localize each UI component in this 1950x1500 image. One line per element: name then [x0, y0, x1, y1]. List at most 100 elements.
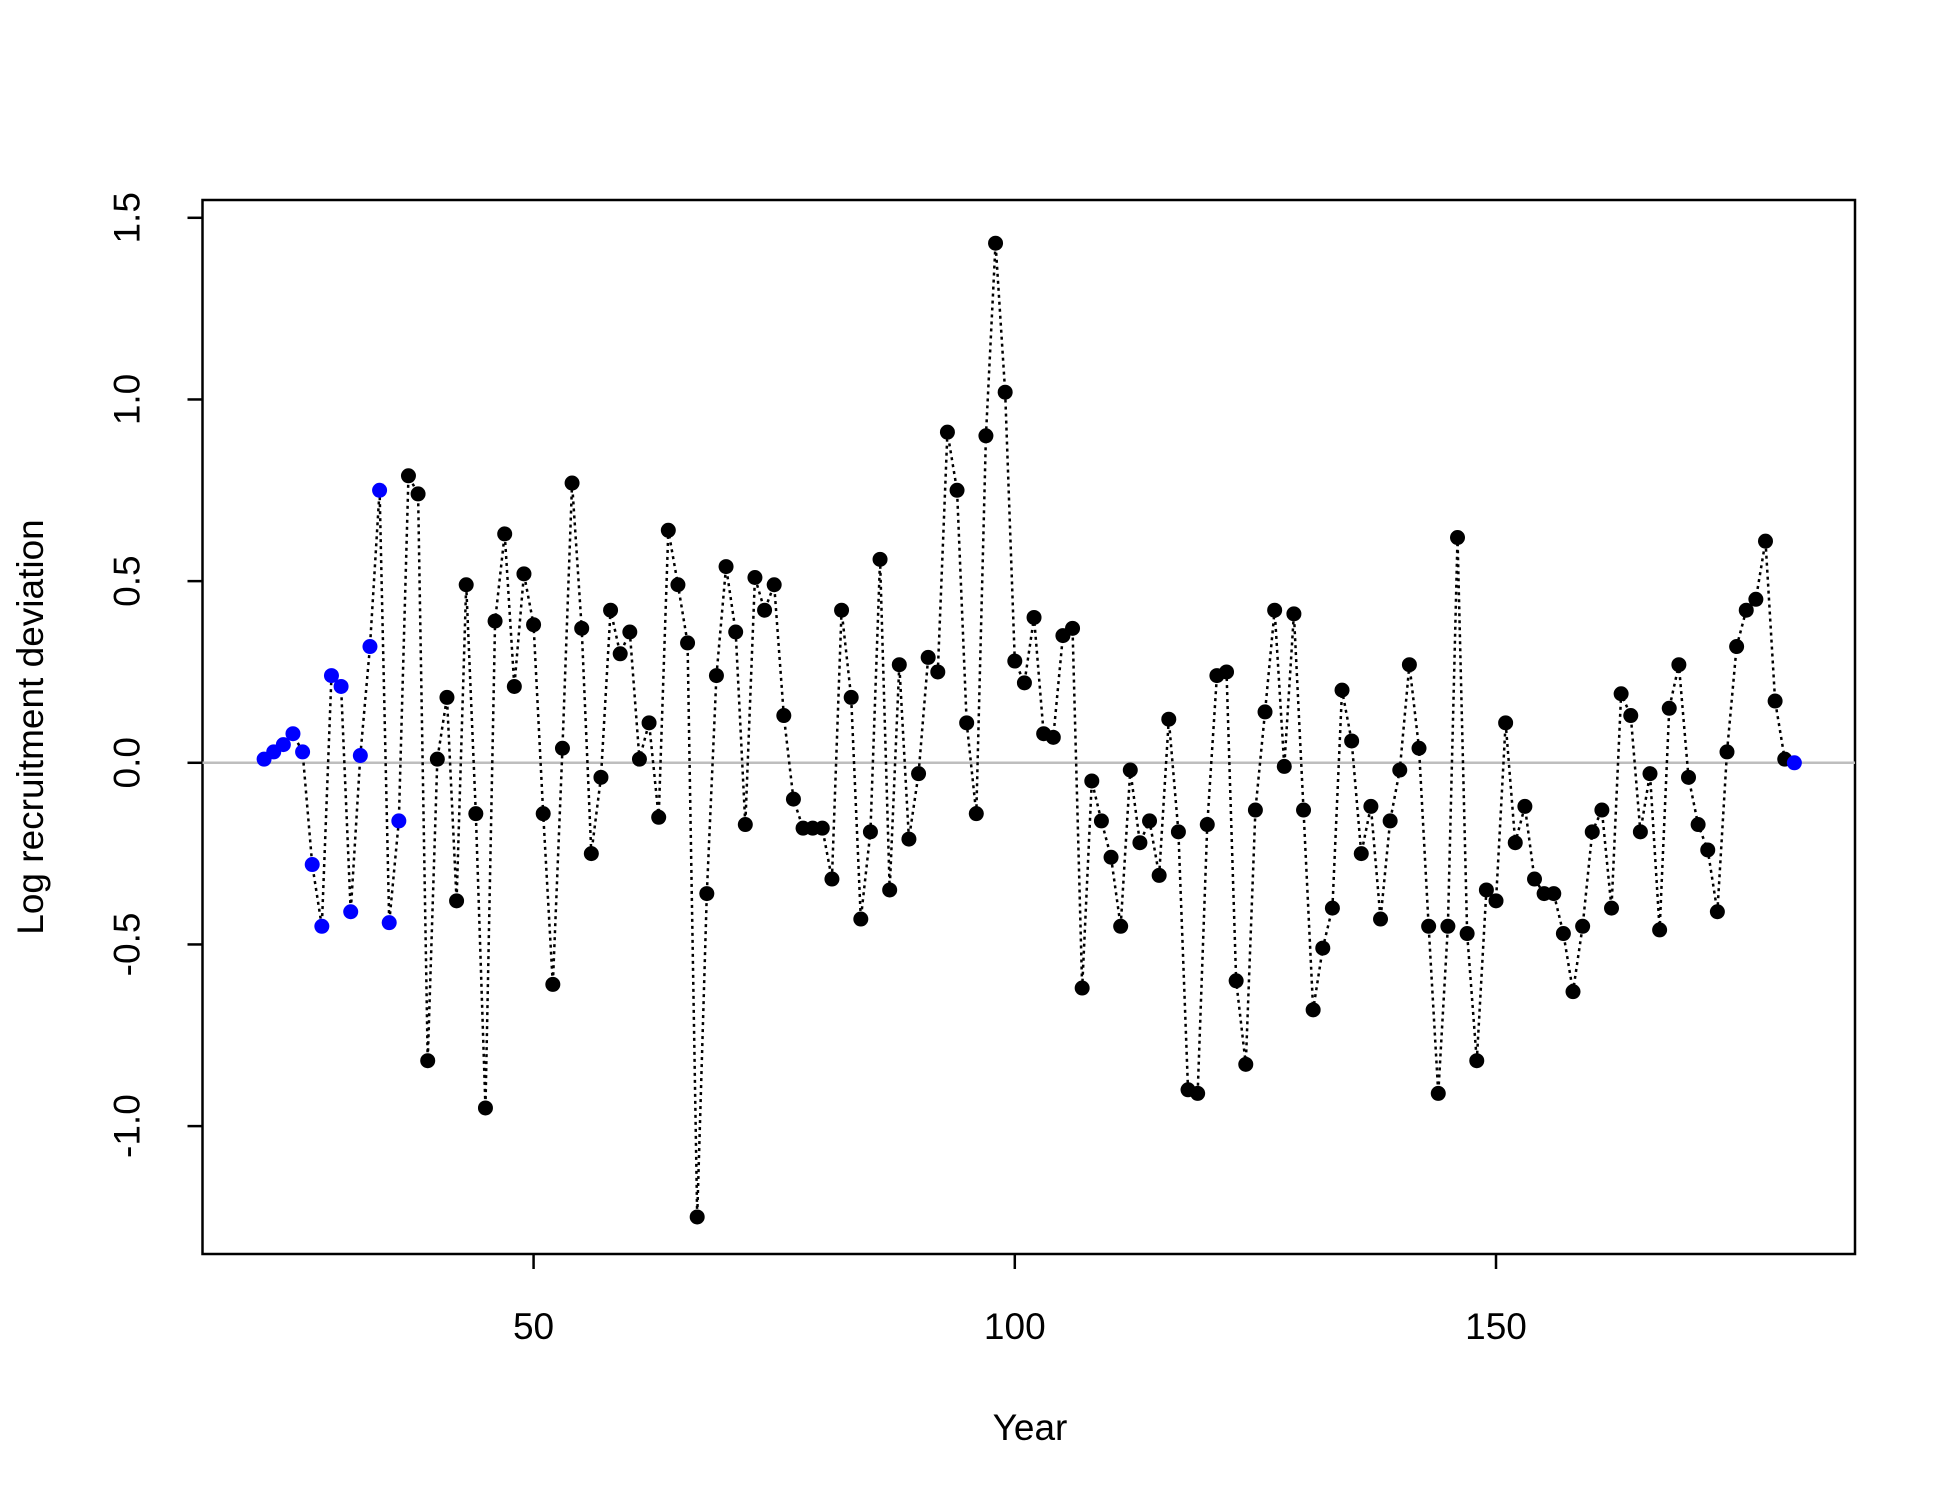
data-point	[1527, 871, 1543, 887]
data-point	[391, 813, 407, 829]
data-point	[1767, 693, 1783, 709]
data-point	[381, 915, 397, 931]
plot-frame	[201, 198, 1857, 1256]
data-point	[477, 1100, 493, 1116]
data-point	[1142, 813, 1158, 829]
data-point	[372, 482, 388, 498]
data-point	[1411, 740, 1427, 756]
data-point	[333, 678, 349, 694]
data-point	[468, 806, 484, 822]
data-point	[1065, 620, 1081, 636]
data-point	[949, 482, 965, 498]
data-point	[1517, 798, 1533, 814]
data-point	[968, 806, 984, 822]
data-point	[959, 715, 975, 731]
data-point	[1469, 1053, 1485, 1069]
data-point	[1382, 813, 1398, 829]
data-point	[766, 577, 782, 593]
data-point	[564, 475, 580, 491]
data-point	[1729, 639, 1745, 655]
data-point	[583, 846, 599, 862]
data-point	[699, 886, 715, 902]
data-point	[535, 806, 551, 822]
data-point	[1709, 904, 1725, 920]
data-point	[1084, 773, 1100, 789]
data-point	[1401, 657, 1417, 673]
data-point	[1786, 755, 1802, 771]
data-point	[612, 646, 628, 662]
data-point	[1199, 817, 1215, 833]
y-tick-label: -0.5	[106, 913, 147, 977]
data-point	[295, 744, 311, 760]
y-tick-label: 1.0	[106, 374, 147, 425]
data-point	[1700, 842, 1716, 858]
x-axis-label: Year	[993, 1407, 1068, 1448]
data-point	[689, 1209, 705, 1225]
data-point	[449, 893, 465, 909]
data-point	[275, 737, 291, 753]
data-point	[1546, 886, 1562, 902]
data-point	[978, 428, 994, 444]
data-point	[314, 918, 330, 934]
data-point	[680, 635, 696, 651]
data-point	[1450, 530, 1466, 546]
data-point	[882, 882, 898, 898]
data-point	[988, 235, 1004, 251]
data-point	[920, 649, 936, 665]
data-point	[834, 602, 850, 618]
data-point	[352, 748, 368, 764]
data-point	[1324, 900, 1340, 916]
data-point	[1247, 802, 1263, 818]
data-point	[911, 766, 927, 782]
data-point	[574, 620, 590, 636]
data-point	[1421, 918, 1437, 934]
data-point	[1074, 980, 1090, 996]
data-point	[1353, 846, 1369, 862]
data-point	[872, 551, 888, 567]
data-point	[603, 602, 619, 618]
data-point	[487, 613, 503, 629]
data-point	[429, 751, 445, 767]
data-point	[1719, 744, 1735, 760]
data-point	[1440, 918, 1456, 934]
data-point	[997, 384, 1013, 400]
data-point	[891, 657, 907, 673]
data-point	[824, 871, 840, 887]
data-point	[554, 740, 570, 756]
data-point	[1161, 711, 1177, 727]
data-point	[1652, 922, 1668, 938]
data-point	[1604, 900, 1620, 916]
data-point	[497, 526, 513, 542]
data-point	[1488, 893, 1504, 909]
data-point	[1661, 700, 1677, 716]
data-point	[728, 624, 744, 640]
data-point	[843, 689, 859, 705]
y-tick-label: 0.5	[106, 555, 147, 606]
data-point	[1623, 708, 1639, 724]
data-point	[1238, 1056, 1254, 1072]
data-point	[747, 569, 763, 585]
data-point	[1392, 762, 1408, 778]
data-point	[1305, 1002, 1321, 1018]
data-point	[1363, 798, 1379, 814]
data-point	[1007, 653, 1023, 669]
data-point	[1565, 984, 1581, 1000]
data-point	[1151, 867, 1167, 883]
data-point	[1132, 835, 1148, 851]
data-point	[718, 559, 734, 575]
y-tick-label: 0.0	[106, 737, 147, 788]
data-point	[420, 1053, 436, 1069]
data-point	[1575, 918, 1591, 934]
data-line	[263, 243, 1795, 1217]
data-point	[439, 689, 455, 705]
data-point	[1286, 606, 1302, 622]
data-point	[1671, 657, 1687, 673]
data-point	[1680, 769, 1696, 785]
data-point	[1296, 802, 1312, 818]
data-point	[1219, 664, 1235, 680]
data-point	[1267, 602, 1283, 618]
y-axis-label: Log recruitment deviation	[10, 519, 51, 934]
data-point	[1373, 911, 1389, 927]
data-point	[285, 726, 301, 742]
data-point	[1594, 802, 1610, 818]
